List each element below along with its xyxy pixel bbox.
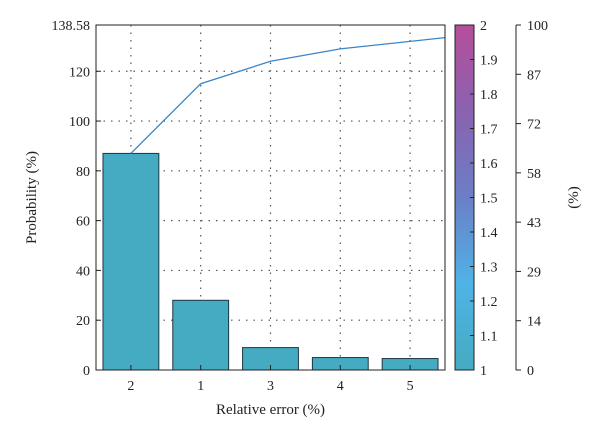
colorbar-tick-label: 1.5 <box>480 192 498 207</box>
y-tick-label: 138.58 <box>52 19 91 34</box>
colorbar-tick-label: 1.6 <box>480 157 498 172</box>
colorbar-tick-label: 1.2 <box>480 295 498 310</box>
right-axis-ticks: 0 14 29 43 58 72 87 100 <box>515 19 548 379</box>
x-axis-ticks: 2 1 3 4 5 <box>127 365 414 394</box>
colorbar-tick-label: 1.8 <box>480 88 498 103</box>
colorbar-tick-label: 1.4 <box>480 226 498 241</box>
y-tick-label: 20 <box>76 314 90 329</box>
right-tick-label: 43 <box>527 216 541 231</box>
x-tick-label: 5 <box>407 379 414 394</box>
y-tick-label: 80 <box>76 165 90 180</box>
x-axis-label: Relative error (%) <box>216 402 325 418</box>
y-tick-label: 120 <box>69 65 90 80</box>
right-tick-label: 29 <box>527 265 541 280</box>
x-tick-label: 3 <box>267 379 274 394</box>
right-tick-label: 58 <box>527 167 541 182</box>
right-tick-label: 100 <box>527 19 548 34</box>
y-tick-label: 40 <box>76 264 90 279</box>
right-tick-label: 14 <box>527 315 541 330</box>
y-axis-label: Probability (%) <box>24 151 40 244</box>
colorbar-tick-label: 1.7 <box>480 123 498 138</box>
colorbar-tick-label: 1.1 <box>480 330 498 345</box>
colorbar-tick-label: 1.9 <box>480 54 498 69</box>
colorbar-tick-label: 2 <box>480 19 487 34</box>
y-tick-label: 0 <box>83 364 90 379</box>
right-tick-label: 72 <box>527 118 541 133</box>
y-tick-label: 60 <box>76 215 90 230</box>
y-axis-ticks: 0 20 40 60 80 100 120 138.58 <box>52 19 101 379</box>
colorbar-tick-label: 1.3 <box>480 261 498 276</box>
cumulative-line-path <box>130 37 446 154</box>
y-tick-label: 100 <box>69 115 90 130</box>
colorbar-tick-label: 1 <box>480 364 487 379</box>
x-tick-label: 4 <box>337 379 344 394</box>
x-tick-label: 2 <box>127 379 134 394</box>
right-tick-label: 87 <box>527 68 541 83</box>
cumulative-line <box>130 37 446 154</box>
x-tick-label: 1 <box>197 379 204 394</box>
bar <box>102 152 160 371</box>
right-tick-label: 0 <box>527 364 534 379</box>
colorbar-ticks: 1 1.1 1.2 1.3 1.4 1.5 1.6 1.7 1.8 1.9 2 <box>470 19 498 379</box>
bars <box>102 152 439 371</box>
right-axis-label: (%) <box>566 186 582 209</box>
bar <box>172 299 230 371</box>
